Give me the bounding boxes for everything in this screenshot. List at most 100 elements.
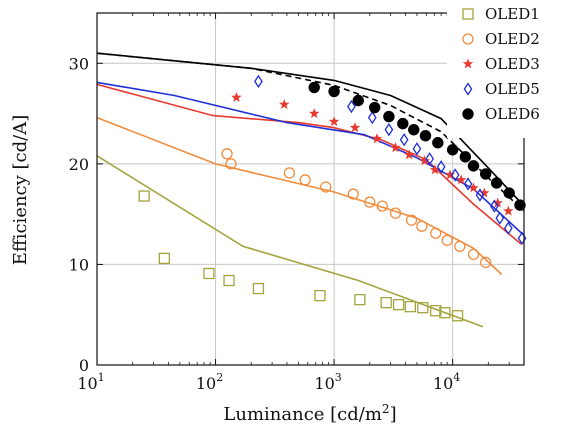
oled5-point xyxy=(412,142,422,156)
y-axis-label: Efficiency [cd/A] xyxy=(10,115,31,265)
y-tick-label: 20 xyxy=(69,155,89,174)
oled6-point xyxy=(308,81,320,94)
oled1-point xyxy=(203,267,215,280)
oled3-point xyxy=(455,174,467,185)
oled2-point xyxy=(225,158,237,170)
x-axis-label: Luminance [cd/m2] xyxy=(223,402,396,425)
oled5-point xyxy=(436,160,446,174)
oled5-legend-label: OLED5 xyxy=(485,80,540,98)
y-tick-label: 30 xyxy=(69,54,89,73)
oled5-point xyxy=(450,168,460,182)
oled2-point xyxy=(221,148,233,160)
oled6-point xyxy=(352,94,364,107)
oled3-point xyxy=(279,99,290,109)
oled3-point xyxy=(492,197,503,208)
oled3-point xyxy=(371,133,383,144)
oled1-point xyxy=(380,296,392,309)
oled5-point xyxy=(384,122,394,137)
oled6-point xyxy=(479,168,492,180)
x-tick-label: 101 xyxy=(77,371,104,393)
oled5-point xyxy=(399,133,409,147)
oled1-point xyxy=(138,190,150,202)
oled2-legend-label: OLED2 xyxy=(485,30,540,48)
x-tick-label: 104 xyxy=(433,371,460,393)
oled5-point xyxy=(503,221,513,235)
oled6-point xyxy=(397,117,409,130)
oled1-point xyxy=(223,274,235,287)
oled1-point xyxy=(439,307,451,319)
oled6-point xyxy=(408,123,420,136)
oled1-point xyxy=(392,299,405,311)
oled3-legend-label: OLED3 xyxy=(485,55,540,73)
oled2-point xyxy=(441,234,453,246)
oled2-point xyxy=(416,220,428,232)
x-tick-label: 102 xyxy=(196,371,223,393)
axis-ticks: 101 102 103 104 0 10 20 30 xyxy=(69,13,525,393)
oled5-point xyxy=(347,99,356,114)
oled6-point xyxy=(419,129,432,142)
oled3-point xyxy=(444,169,456,180)
oled6-point xyxy=(514,199,526,211)
oled6-legend-label: OLED6 xyxy=(485,105,540,123)
oled2-point xyxy=(364,196,376,208)
oled1-point xyxy=(314,289,326,302)
legend: OLED1 OLED2 OLED3 OLED5 OLED6 xyxy=(447,2,565,138)
y-tick-label: 0 xyxy=(79,356,89,375)
data-points xyxy=(138,74,527,322)
oled6-point xyxy=(383,110,395,123)
oled3-legend-marker xyxy=(462,58,474,69)
oled3-point xyxy=(403,149,415,160)
oled5-point xyxy=(490,199,499,213)
oled3-point xyxy=(468,182,479,193)
oled6-point xyxy=(467,160,480,172)
oled1-legend-label: OLED1 xyxy=(485,5,540,23)
oled2-point xyxy=(347,188,359,200)
oled5-legend-marker xyxy=(463,82,473,96)
oled3-point xyxy=(429,164,441,175)
oled1-point xyxy=(252,282,265,295)
oled5-point xyxy=(367,110,377,125)
oled2-point xyxy=(430,227,442,239)
x-tick-label: 103 xyxy=(314,371,341,393)
oled2-point xyxy=(480,256,492,269)
oled1-point xyxy=(430,305,442,317)
oled2-legend-marker xyxy=(462,33,474,45)
oled3-point xyxy=(503,205,514,216)
oled2-point xyxy=(454,240,466,252)
oled6-legend-marker xyxy=(462,108,474,120)
oled3-point xyxy=(479,187,490,198)
oled3-point xyxy=(328,116,340,127)
oled3-point xyxy=(309,108,320,118)
oled1-legend-marker xyxy=(462,8,474,20)
plot-frame xyxy=(96,12,525,366)
oled2-point xyxy=(389,207,402,219)
oled1-point xyxy=(404,301,417,313)
y-tick-label: 10 xyxy=(69,255,89,274)
oled2-point xyxy=(299,174,311,186)
oled5-point xyxy=(463,177,473,191)
oled1-point xyxy=(451,310,464,322)
oled2-point xyxy=(405,214,418,226)
oled6-point xyxy=(459,151,472,163)
oled6-point xyxy=(432,137,444,149)
oled2-point xyxy=(376,200,388,212)
oled6-point xyxy=(490,177,503,189)
oled6-point xyxy=(328,85,340,98)
oled3-point xyxy=(390,142,401,153)
oled6-point xyxy=(446,144,459,156)
oled3-point xyxy=(231,92,242,102)
oled1-fit-line xyxy=(96,155,484,328)
oled6-point xyxy=(368,101,381,114)
oled1-point xyxy=(417,302,429,314)
oled5-point xyxy=(254,74,263,89)
oled1-point xyxy=(354,293,366,306)
oled5-point xyxy=(425,152,435,166)
oled2-point xyxy=(283,167,296,179)
oled3-point xyxy=(349,122,361,133)
oled5-point xyxy=(495,211,505,225)
oled3-point xyxy=(419,155,430,166)
oled6-point xyxy=(503,187,515,199)
oled5-point xyxy=(475,188,485,202)
oled2-point xyxy=(467,248,480,261)
